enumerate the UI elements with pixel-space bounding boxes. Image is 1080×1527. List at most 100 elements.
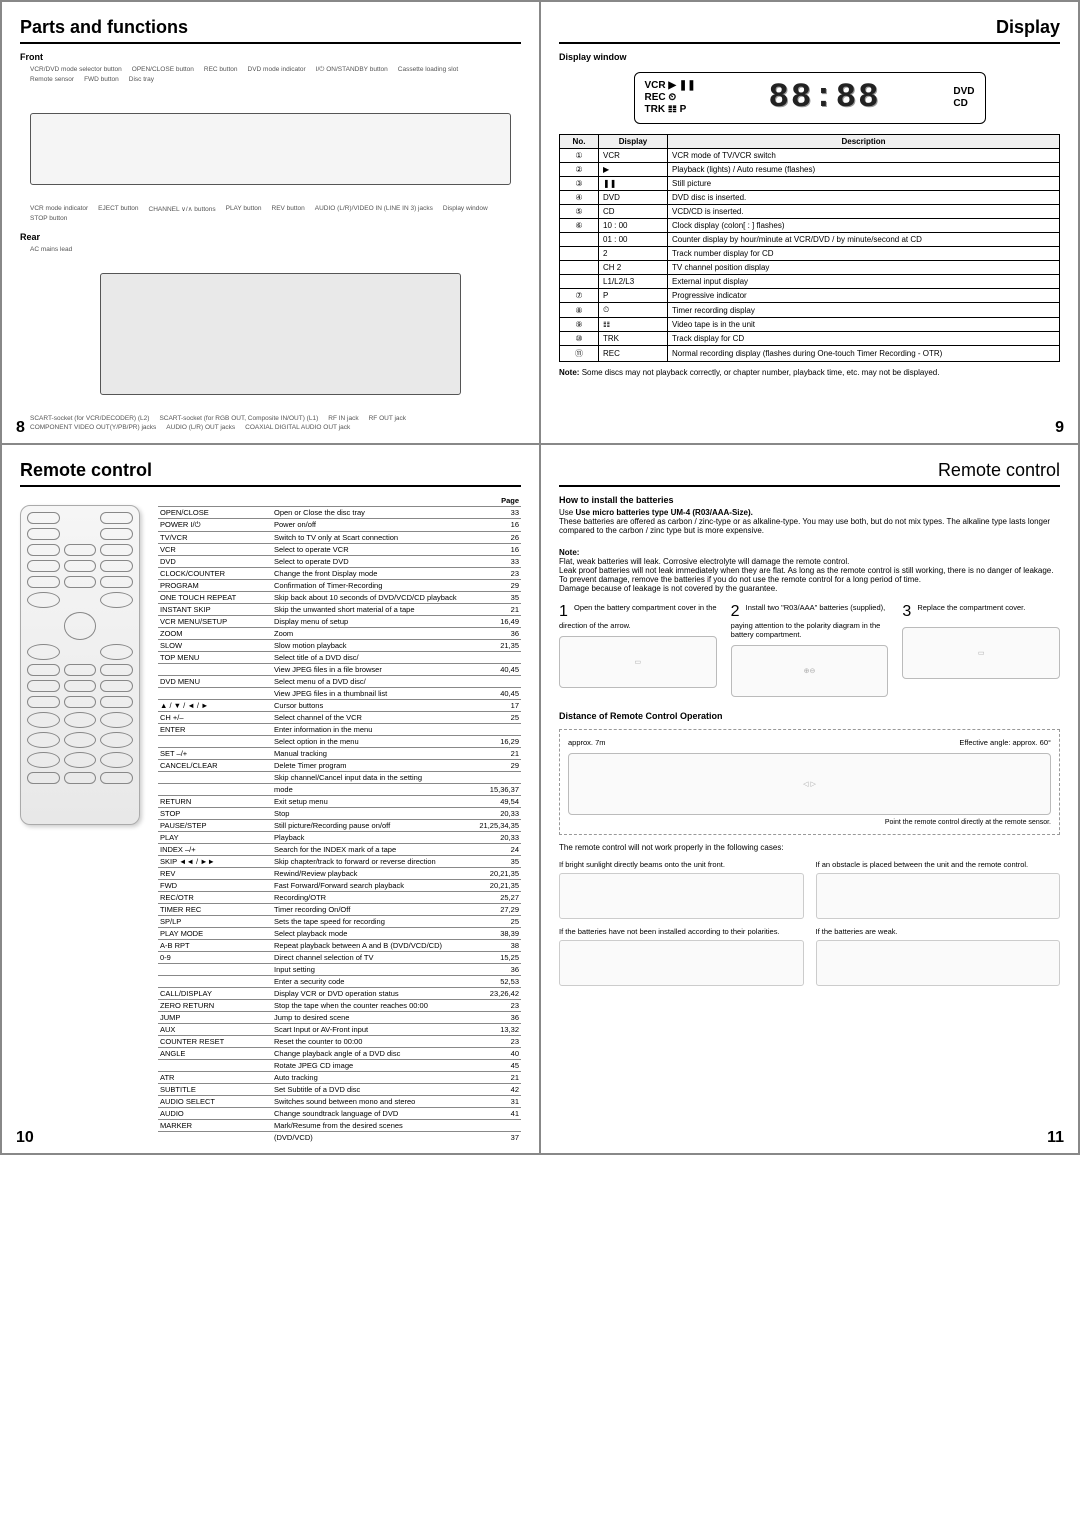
table-row: REVRewind/Review playback20,21,35 [158, 868, 521, 880]
table-row: PLAY MODESelect playback mode38,39 [158, 928, 521, 940]
cell-no: ⑨ [560, 318, 599, 332]
page9-title: Display [559, 17, 1060, 38]
table-row: 0-9Direct channel selection of TV15,25 [158, 952, 521, 964]
cell-button: ▲ / ▼ / ◄ / ► [158, 700, 272, 712]
case-2: If an obstacle is placed between the uni… [816, 860, 1061, 919]
cell-display: REC [599, 346, 668, 362]
table-row: ⑧⏲Timer recording display [560, 303, 1060, 318]
table-row: MARKERMark/Resume from the desired scene… [158, 1120, 521, 1132]
table-row: SLOWSlow motion playback21,35 [158, 640, 521, 652]
table-row: VCR MENU/SETUPDisplay menu of setup16,49 [158, 616, 521, 628]
step2-illustration: ⊕⊖ [731, 645, 889, 697]
cell-button: CALL/DISPLAY [158, 988, 272, 1000]
rear-callouts-bottom: SCART-socket (for VCR/DECODER) (L2) SCAR… [30, 415, 511, 431]
cell-desc: Select menu of a DVD disc/ [272, 676, 472, 688]
cell-desc: TV channel position display [668, 261, 1060, 275]
page11-rule [559, 485, 1060, 487]
cell-button: ZOOM [158, 628, 272, 640]
cell-button: AUX [158, 1024, 272, 1036]
cell-page: 24 [472, 844, 521, 856]
cell-no: ⑤ [560, 205, 599, 219]
cell-desc: mode [272, 784, 472, 796]
cell-no: ⑧ [560, 303, 599, 318]
cell-desc: Track number display for CD [668, 247, 1060, 261]
cell-page: 16,49 [472, 616, 521, 628]
cell-button: ATR [158, 1072, 272, 1084]
table-row: AUDIOChange soundtrack language of DVD41 [158, 1108, 521, 1120]
cell-desc: Still picture [668, 177, 1060, 191]
th-no: No. [560, 135, 599, 149]
cell-no: ④ [560, 191, 599, 205]
cell-display: P [599, 289, 668, 303]
cell-desc: Auto tracking [272, 1072, 472, 1084]
cell-desc: Recording/OTR [272, 892, 472, 904]
cell-button [158, 664, 272, 676]
callout: EJECT button [98, 205, 138, 213]
display-left-indicators: VCR ▶ ❚❚ REC ⏲ TRK 𝌮 P [645, 80, 696, 116]
callout: FWD button [84, 76, 119, 83]
cell-page: 36 [472, 628, 521, 640]
callout: SCART-socket (for VCR/DECODER) (L2) [30, 415, 149, 422]
cell-display: TRK [599, 332, 668, 346]
table-row: ①VCRVCR mode of TV/VCR switch [560, 149, 1060, 163]
page-number: 10 [16, 1129, 34, 1147]
cell-page: 21,35 [472, 640, 521, 652]
cell-desc: Change the front Display mode [272, 568, 472, 580]
table-row: Enter a security code52,53 [158, 976, 521, 988]
table-row: 2Track number display for CD [560, 247, 1060, 261]
table-row: PAUSE/STEPStill picture/Recording pause … [158, 820, 521, 832]
cell-page [472, 1120, 521, 1132]
table-row: ONE TOUCH REPEATSkip back about 10 secon… [158, 592, 521, 604]
cell-page: 25 [472, 916, 521, 928]
cell-button: ANGLE [158, 1048, 272, 1060]
cell-desc: Playback [272, 832, 472, 844]
cell-page: 20,21,35 [472, 880, 521, 892]
cell-desc: Rewind/Review playback [272, 868, 472, 880]
table-row: ANGLEChange playback angle of a DVD disc… [158, 1048, 521, 1060]
cell-desc: Display VCR or DVD operation status [272, 988, 472, 1000]
cell-button: 0-9 [158, 952, 272, 964]
table-row: SUBTITLESet Subtitle of a DVD disc42 [158, 1084, 521, 1096]
callout: PLAY button [226, 205, 262, 213]
cell-desc: Sets the tape speed for recording [272, 916, 472, 928]
page-11: Remote control How to install the batter… [540, 444, 1079, 1154]
cell-desc: View JPEG files in a thumbnail list [272, 688, 472, 700]
page-header: Page [472, 495, 521, 507]
cell-page: 40,45 [472, 664, 521, 676]
rear-callouts-top: AC mains lead [30, 246, 511, 253]
table-row: FWDFast Forward/Forward search playback2… [158, 880, 521, 892]
cell-desc: (DVD/VCD) [272, 1132, 472, 1144]
table-row: PROGRAMConfirmation of Timer-Recording29 [158, 580, 521, 592]
callout: Display window [443, 205, 488, 213]
battery-section: How to install the batteries Use Use mic… [559, 495, 1060, 986]
cell-desc: Change playback angle of a DVD disc [272, 1048, 472, 1060]
cell-page: 20,33 [472, 832, 521, 844]
page-10: Remote control [1, 444, 540, 1154]
table-row: ATRAuto tracking21 [158, 1072, 521, 1084]
page8-title: Parts and functions [20, 17, 521, 38]
cell-desc: Slow motion playback [272, 640, 472, 652]
cell-button: DVD [158, 556, 272, 568]
cell-button: VCR [158, 544, 272, 556]
table-row: (DVD/VCD)37 [158, 1132, 521, 1144]
cell-page: 40 [472, 1048, 521, 1060]
install-text1: Use Use micro batteries type UM-4 (R03/A… [559, 508, 1060, 517]
cell-page: 15,36,37 [472, 784, 521, 796]
rear-device-illustration [100, 273, 461, 395]
th-desc: Description [668, 135, 1060, 149]
cell-desc: Skip chapter/track to forward or reverse… [272, 856, 472, 868]
table-row: mode15,36,37 [158, 784, 521, 796]
table-row: POWER I/⏻Power on/off16 [158, 519, 521, 532]
cell-desc: Select to operate VCR [272, 544, 472, 556]
battery-steps: 1 Open the battery compartment cover in … [559, 603, 1060, 697]
page11-title: Remote control [559, 460, 1060, 481]
cell-desc: Progressive indicator [668, 289, 1060, 303]
cell-button: STOP [158, 808, 272, 820]
cell-desc: Still picture/Recording pause on/off [272, 820, 472, 832]
note-text: Some discs may not playback correctly, o… [582, 368, 940, 377]
table-row: SP/LPSets the tape speed for recording25 [158, 916, 521, 928]
callout: I/⏻ ON/STANDBY button [316, 66, 388, 74]
cell-page: 25 [472, 712, 521, 724]
table-row: INSTANT SKIPSkip the unwanted short mate… [158, 604, 521, 616]
cell-desc: VCD/CD is inserted. [668, 205, 1060, 219]
